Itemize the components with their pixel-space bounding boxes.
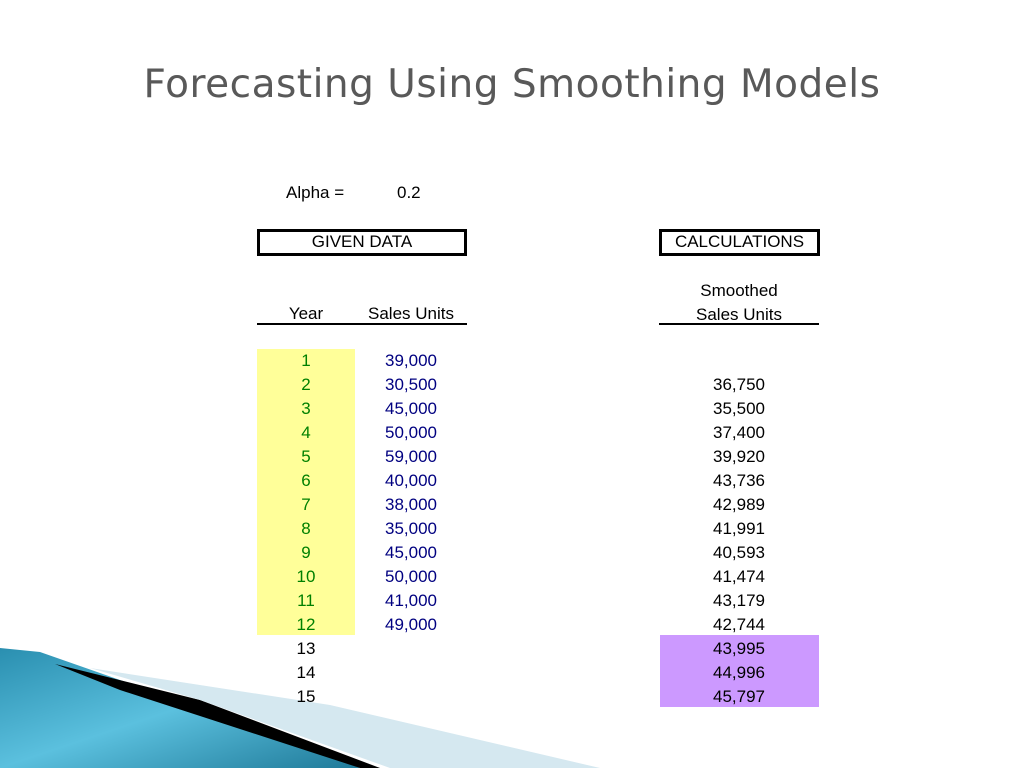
sales-cell: 49,000 bbox=[385, 615, 437, 634]
alpha-value: 0.2 bbox=[397, 183, 421, 202]
year-cell: 11 bbox=[297, 591, 315, 610]
given-data-highlight bbox=[257, 349, 355, 635]
sales-cell: 45,000 bbox=[385, 543, 437, 562]
year-cell: 10 bbox=[296, 567, 316, 586]
smoothed-cell: 43,179 bbox=[713, 591, 765, 610]
smoothed-column: 36,750 35,500 37,400 39,920 43,736 42,98… bbox=[659, 373, 819, 709]
year-cell: 1 bbox=[301, 351, 311, 370]
smoothed-cell: 43,736 bbox=[713, 471, 765, 490]
sales-cell: 30,500 bbox=[385, 375, 437, 394]
smoothed-cell: 40,593 bbox=[713, 543, 765, 562]
sales-cell: 50,000 bbox=[385, 567, 437, 586]
forecast-cell: 44,996 bbox=[713, 663, 765, 682]
year-cell: 13 bbox=[296, 639, 316, 658]
sales-cell: 59,000 bbox=[385, 447, 437, 466]
year-cell: 12 bbox=[296, 615, 316, 634]
page-title: Forecasting Using Smoothing Models bbox=[143, 62, 881, 107]
sales-cell: 50,000 bbox=[385, 423, 437, 442]
sales-cell: 40,000 bbox=[385, 471, 437, 490]
given-data-header: GIVEN DATA bbox=[257, 229, 467, 256]
year-cell: 5 bbox=[301, 447, 311, 466]
smoothed-cell: 36,750 bbox=[713, 375, 765, 394]
year-cell: 15 bbox=[296, 687, 316, 706]
smoothed-cell: 42,989 bbox=[713, 495, 765, 514]
year-cell: 7 bbox=[301, 495, 311, 514]
given-header-underline bbox=[257, 323, 467, 325]
year-cell: 14 bbox=[296, 663, 316, 682]
year-cell: 3 bbox=[301, 399, 311, 418]
sales-cell: 39,000 bbox=[385, 351, 437, 370]
year-cell: 6 bbox=[301, 471, 311, 490]
forecast-cell: 45,797 bbox=[713, 687, 765, 706]
smoothed-cell: 39,920 bbox=[713, 447, 765, 466]
smoothed-cell: 41,991 bbox=[713, 519, 765, 538]
sales-cell: 38,000 bbox=[385, 495, 437, 514]
sales-cell: 35,000 bbox=[385, 519, 437, 538]
smoothed-header-line1: Smoothed bbox=[700, 281, 778, 300]
year-cell: 2 bbox=[301, 375, 311, 394]
smoothed-cell: 35,500 bbox=[713, 399, 765, 418]
sales-column-header: Sales Units bbox=[368, 304, 454, 323]
forecast-cell: 43,995 bbox=[713, 639, 765, 658]
year-column-header: Year bbox=[288, 304, 324, 323]
sales-cell: 45,000 bbox=[385, 399, 437, 418]
sales-cell: 41,000 bbox=[385, 591, 437, 610]
sales-column: 39,000 30,500 45,000 50,000 59,000 40,00… bbox=[355, 349, 467, 637]
smoothed-cell: 42,744 bbox=[713, 615, 765, 634]
year-cell: 4 bbox=[301, 423, 311, 442]
year-cell: 8 bbox=[301, 519, 311, 538]
calc-header-underline bbox=[659, 323, 819, 325]
calculations-header: CALCULATIONS bbox=[659, 229, 820, 256]
year-column: 1 2 3 4 5 6 7 8 9 10 11 12 13 14 15 bbox=[257, 349, 355, 709]
alpha-label: Alpha = bbox=[286, 183, 345, 202]
smoothed-cell: 41,474 bbox=[713, 567, 765, 586]
forecast-highlight bbox=[660, 635, 819, 707]
smoothed-cell: 37,400 bbox=[713, 423, 765, 442]
year-cell: 9 bbox=[301, 543, 311, 562]
smoothed-header-line2: Sales Units bbox=[696, 305, 782, 324]
